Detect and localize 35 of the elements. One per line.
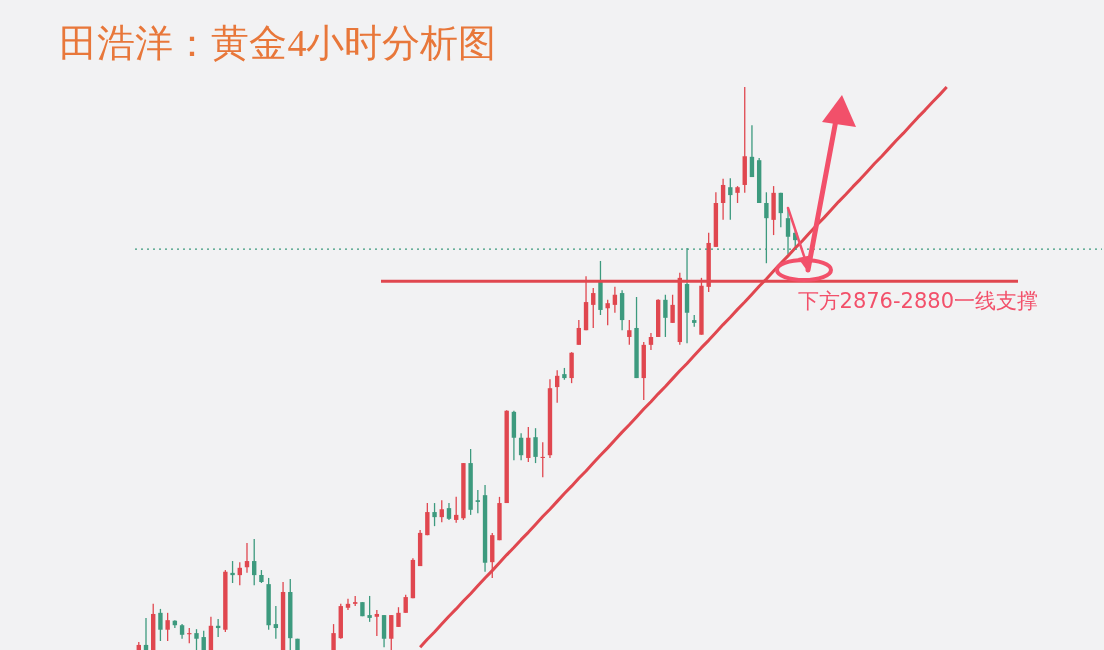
candlestick: [381, 614, 387, 648]
candlestick: [201, 630, 206, 650]
candlestick: [475, 489, 481, 514]
candlestick: [389, 614, 394, 650]
candlestick: [526, 426, 531, 463]
candlestick: [403, 594, 408, 614]
candlestick: [158, 608, 163, 642]
candlestick: [252, 538, 257, 586]
candlestick: [331, 623, 336, 650]
candlestick: [165, 612, 170, 642]
candlestick: [749, 124, 755, 178]
candlestick: [453, 496, 459, 524]
candlestick: [396, 606, 401, 628]
candlestick: [670, 294, 675, 324]
candlestick: [425, 502, 430, 536]
candlestick: [367, 595, 372, 623]
candlestick: [374, 609, 380, 637]
candlestick: [194, 628, 199, 650]
ref-line-label: 下方2876-2880一线支撑: [797, 289, 1038, 314]
candlestick: [778, 192, 784, 228]
candlestick: [230, 560, 235, 584]
candlestick: [576, 319, 582, 346]
candlestick: [439, 499, 444, 523]
candlestick: [273, 605, 279, 640]
candlestick: [605, 299, 610, 326]
candlestick: [345, 598, 351, 611]
candlestick: [533, 427, 538, 464]
candlestick: [720, 178, 726, 221]
candlestick: [663, 294, 668, 338]
candlestick: [627, 319, 632, 346]
candlestick: [143, 617, 149, 650]
candlestick: [591, 287, 596, 329]
candlestick: [728, 177, 733, 221]
chart-title: 田浩洋：黄金4小时分析图: [59, 21, 497, 64]
candlestick: [432, 502, 437, 527]
